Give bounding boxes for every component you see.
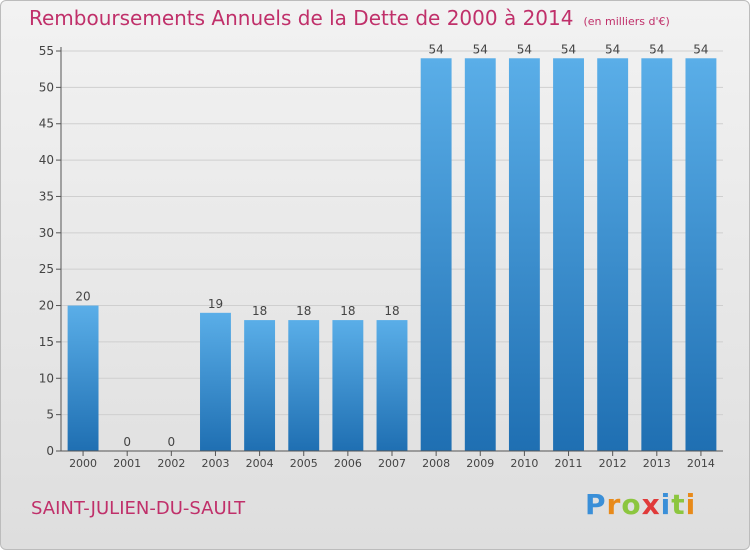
data-label-2013: 54: [649, 42, 664, 56]
y-tick-label: 40: [39, 153, 54, 167]
y-tick-label: 25: [39, 262, 54, 276]
axis-layer: [56, 47, 723, 456]
logo-letter: i: [685, 488, 697, 521]
bar-2010: [508, 58, 540, 451]
logo-letter: x: [641, 488, 661, 521]
data-label-2009: 54: [473, 42, 488, 56]
bar-2003: [200, 312, 231, 451]
x-tick-label-2001: 2001: [113, 457, 141, 470]
bar-2007: [376, 320, 408, 451]
data-label-2010: 54: [517, 42, 532, 56]
chart-title: Remboursements Annuels de la Dette de 20…: [29, 6, 670, 30]
x-tick-label-2011: 2011: [555, 457, 583, 470]
proxiti-logo: Proxiti: [585, 488, 696, 521]
data-label-2000: 20: [75, 290, 90, 304]
x-tick-label-2007: 2007: [378, 457, 406, 470]
title-unit: (en milliers d'€): [583, 15, 670, 28]
x-tick-label-2000: 2000: [69, 457, 97, 470]
data-label-2004: 18: [252, 304, 267, 318]
x-tick-label-2006: 2006: [334, 457, 362, 470]
y-tick-label: 30: [39, 226, 54, 240]
bar-2008: [420, 58, 452, 451]
x-tick-label-2002: 2002: [157, 457, 185, 470]
bar-2012: [597, 58, 629, 451]
x-tick-label-2010: 2010: [510, 457, 538, 470]
data-label-2011: 54: [561, 42, 576, 56]
bar-2009: [464, 58, 496, 451]
title-text: Remboursements Annuels de la Dette de 20…: [29, 6, 574, 30]
y-tick-label: 10: [39, 371, 54, 385]
x-tick-label-2005: 2005: [290, 457, 318, 470]
y-tick-label: 50: [39, 80, 54, 94]
data-label-2006: 18: [340, 304, 355, 318]
bar-2011: [553, 58, 584, 451]
y-tick-label: 45: [39, 117, 54, 131]
data-label-2001: 0: [123, 435, 131, 449]
commune-name: SAINT-JULIEN-DU-SAULT: [31, 498, 246, 519]
y-tick-label: 0: [46, 444, 54, 458]
bar-2005: [288, 320, 320, 451]
y-tick-label: 35: [39, 189, 54, 203]
x-tick-label-2014: 2014: [687, 457, 715, 470]
data-label-2014: 54: [693, 42, 708, 56]
data-label-2005: 18: [296, 304, 311, 318]
y-tick-label: 55: [39, 44, 54, 58]
data-label-2002: 0: [168, 435, 176, 449]
data-label-2007: 18: [384, 304, 399, 318]
logo-letter: o: [621, 488, 642, 521]
y-tick-label: 5: [46, 408, 54, 422]
logo-letter: r: [606, 488, 622, 521]
logo-letter: i: [660, 488, 672, 521]
y-tick-label: 20: [39, 299, 54, 313]
x-tick-label-2008: 2008: [422, 457, 450, 470]
logo-letter: t: [671, 488, 686, 521]
bar-2014: [685, 58, 717, 451]
data-label-2012: 54: [605, 42, 620, 56]
data-label-2003: 19: [208, 297, 223, 311]
bar-2000: [67, 305, 99, 451]
x-tick-label-2003: 2003: [201, 457, 229, 470]
bar-2004: [244, 320, 276, 451]
x-tick-label-2013: 2013: [643, 457, 671, 470]
y-tick-label: 15: [39, 335, 54, 349]
bar-2013: [641, 58, 673, 451]
data-label-2008: 54: [428, 42, 443, 56]
label-layer: 0 5 10 15 20 25 30 35 40 45 50 55 20 2000 0 2001 0 2002 19…: [39, 42, 715, 470]
bar-2006: [332, 320, 364, 451]
bar-layer: [67, 58, 717, 451]
x-tick-label-2009: 2009: [466, 457, 494, 470]
logo-letter: P: [585, 488, 607, 521]
x-tick-label-2012: 2012: [599, 457, 627, 470]
x-tick-label-2004: 2004: [246, 457, 274, 470]
